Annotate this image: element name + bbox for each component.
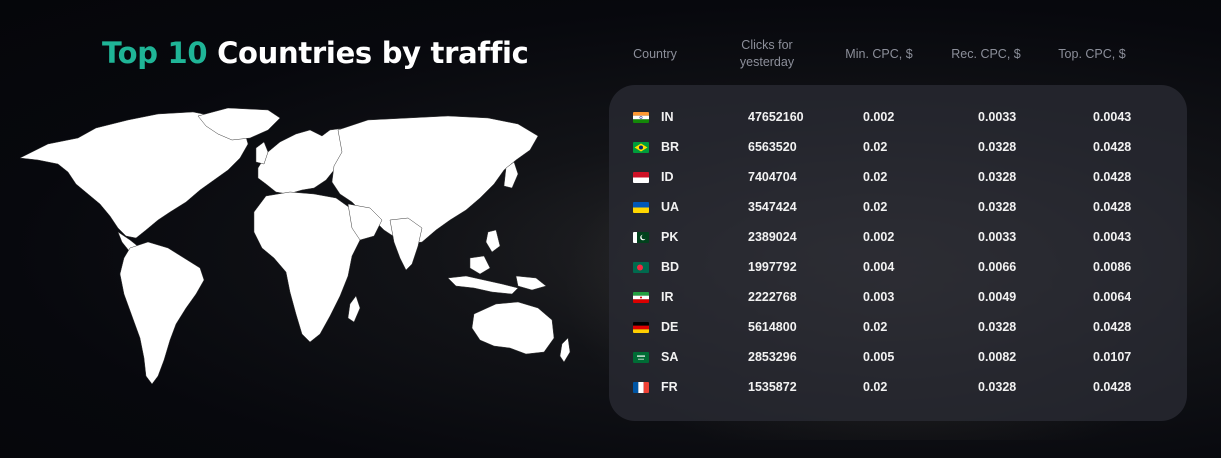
country-code: SA bbox=[661, 350, 679, 364]
header-min-cpc: Min. CPC, $ bbox=[845, 47, 913, 61]
top-cpc-value: 0.0428 bbox=[1093, 170, 1132, 184]
min-cpc-value: 0.02 bbox=[863, 140, 888, 154]
table-row: UA 3547424 0.02 0.0328 0.0428 bbox=[609, 193, 1187, 223]
min-cpc-value: 0.002 bbox=[863, 110, 895, 124]
india-flag-icon bbox=[633, 112, 649, 123]
borneo-shape bbox=[469, 255, 491, 275]
uk-shape bbox=[255, 141, 269, 165]
header-clicks: Clicks for yesterday bbox=[726, 37, 808, 71]
germany-flag-icon bbox=[633, 322, 649, 333]
indonesia-flag-icon bbox=[633, 172, 649, 183]
top-cpc-value: 0.0428 bbox=[1093, 140, 1132, 154]
pakistan-flag-icon bbox=[633, 232, 649, 243]
table-row: DE 5614800 0.02 0.0328 0.0428 bbox=[609, 313, 1187, 343]
asia-shape bbox=[331, 115, 539, 245]
new-guinea-shape bbox=[515, 275, 547, 291]
min-cpc-value: 0.004 bbox=[863, 260, 895, 274]
country-code: DE bbox=[661, 320, 679, 334]
clicks-value: 2222768 bbox=[748, 290, 797, 304]
title-accent: Top 10 bbox=[102, 36, 208, 70]
clicks-value: 5614800 bbox=[748, 320, 797, 334]
country-code: IN bbox=[661, 110, 674, 124]
philippines-shape bbox=[485, 229, 501, 253]
clicks-value: 3547424 bbox=[748, 200, 797, 214]
country-code: IR bbox=[661, 290, 674, 304]
min-cpc-value: 0.02 bbox=[863, 170, 888, 184]
header-top-cpc: Top. CPC, $ bbox=[1058, 47, 1126, 61]
saudi-arabia-flag-icon bbox=[633, 352, 649, 363]
table-row: PK 2389024 0.002 0.0033 0.0043 bbox=[609, 223, 1187, 253]
rec-cpc-value: 0.0082 bbox=[978, 350, 1017, 364]
clicks-value: 7404704 bbox=[748, 170, 797, 184]
table-row: BR 6563520 0.02 0.0328 0.0428 bbox=[609, 133, 1187, 163]
header-clicks-line1: Clicks for bbox=[741, 38, 793, 52]
clicks-value: 2389024 bbox=[748, 230, 797, 244]
top-cpc-value: 0.0107 bbox=[1093, 350, 1132, 364]
country-code: BR bbox=[661, 140, 680, 154]
arabia-shape bbox=[347, 203, 383, 241]
south-america-shape bbox=[119, 241, 205, 385]
rec-cpc-value: 0.0049 bbox=[978, 290, 1017, 304]
country-code: PK bbox=[661, 230, 679, 244]
rec-cpc-value: 0.0328 bbox=[978, 200, 1017, 214]
bangladesh-flag-icon bbox=[633, 262, 649, 273]
madagascar-shape bbox=[347, 295, 361, 323]
header-country: Country bbox=[633, 47, 677, 61]
country-code: BD bbox=[661, 260, 680, 274]
top-cpc-value: 0.0428 bbox=[1093, 200, 1132, 214]
page-title: Top 10 Countries by traffic bbox=[102, 36, 529, 70]
clicks-value: 47652160 bbox=[748, 110, 804, 124]
min-cpc-value: 0.02 bbox=[863, 320, 888, 334]
clicks-value: 2853296 bbox=[748, 350, 797, 364]
table-header: Country Clicks for yesterday Min. CPC, $… bbox=[0, 36, 1221, 76]
australia-shape bbox=[471, 301, 555, 355]
rec-cpc-value: 0.0328 bbox=[978, 380, 1017, 394]
header-rec-cpc: Rec. CPC, $ bbox=[951, 47, 1021, 61]
min-cpc-value: 0.02 bbox=[863, 380, 888, 394]
top-cpc-value: 0.0043 bbox=[1093, 230, 1132, 244]
rec-cpc-value: 0.0033 bbox=[978, 230, 1017, 244]
table-row: IR 2222768 0.003 0.0049 0.0064 bbox=[609, 283, 1187, 313]
clicks-value: 6563520 bbox=[748, 140, 797, 154]
new-zealand-shape bbox=[559, 337, 571, 363]
header-clicks-line2: yesterday bbox=[739, 55, 795, 69]
table-row: BD 1997792 0.004 0.0066 0.0086 bbox=[609, 253, 1187, 283]
country-code: FR bbox=[661, 380, 678, 394]
rec-cpc-value: 0.0066 bbox=[978, 260, 1017, 274]
brazil-flag-icon bbox=[633, 142, 649, 153]
top-cpc-value: 0.0428 bbox=[1093, 380, 1132, 394]
table-row: SA 2853296 0.005 0.0082 0.0107 bbox=[609, 343, 1187, 373]
indonesia-shape bbox=[447, 275, 519, 295]
min-cpc-value: 0.003 bbox=[863, 290, 895, 304]
min-cpc-value: 0.002 bbox=[863, 230, 895, 244]
clicks-value: 1535872 bbox=[748, 380, 797, 394]
country-code: ID bbox=[661, 170, 674, 184]
top-cpc-value: 0.0043 bbox=[1093, 110, 1132, 124]
rec-cpc-value: 0.0328 bbox=[978, 140, 1017, 154]
japan-shape bbox=[503, 161, 519, 189]
top-cpc-value: 0.0428 bbox=[1093, 320, 1132, 334]
table-row: ID 7404704 0.02 0.0328 0.0428 bbox=[609, 163, 1187, 193]
min-cpc-value: 0.005 bbox=[863, 350, 895, 364]
title-text: Countries by traffic bbox=[217, 36, 529, 70]
ukraine-flag-icon bbox=[633, 202, 649, 213]
country-code: UA bbox=[661, 200, 680, 214]
rec-cpc-value: 0.0328 bbox=[978, 170, 1017, 184]
greenland-shape bbox=[197, 108, 281, 141]
world-map bbox=[19, 108, 571, 385]
france-flag-icon bbox=[633, 382, 649, 393]
rec-cpc-value: 0.0033 bbox=[978, 110, 1017, 124]
table-row: IN 47652160 0.002 0.0033 0.0043 bbox=[609, 103, 1187, 133]
min-cpc-value: 0.02 bbox=[863, 200, 888, 214]
north-america-shape bbox=[19, 111, 249, 239]
iran-flag-icon bbox=[633, 292, 649, 303]
africa-shape bbox=[253, 191, 365, 343]
countries-table: IN 47652160 0.002 0.0033 0.0043 BR 65635… bbox=[609, 85, 1187, 421]
india-shape bbox=[389, 217, 423, 271]
top-cpc-value: 0.0086 bbox=[1093, 260, 1132, 274]
rec-cpc-value: 0.0328 bbox=[978, 320, 1017, 334]
table-row: FR 1535872 0.02 0.0328 0.0428 bbox=[609, 373, 1187, 403]
clicks-value: 1997792 bbox=[748, 260, 797, 274]
top-cpc-value: 0.0064 bbox=[1093, 290, 1132, 304]
